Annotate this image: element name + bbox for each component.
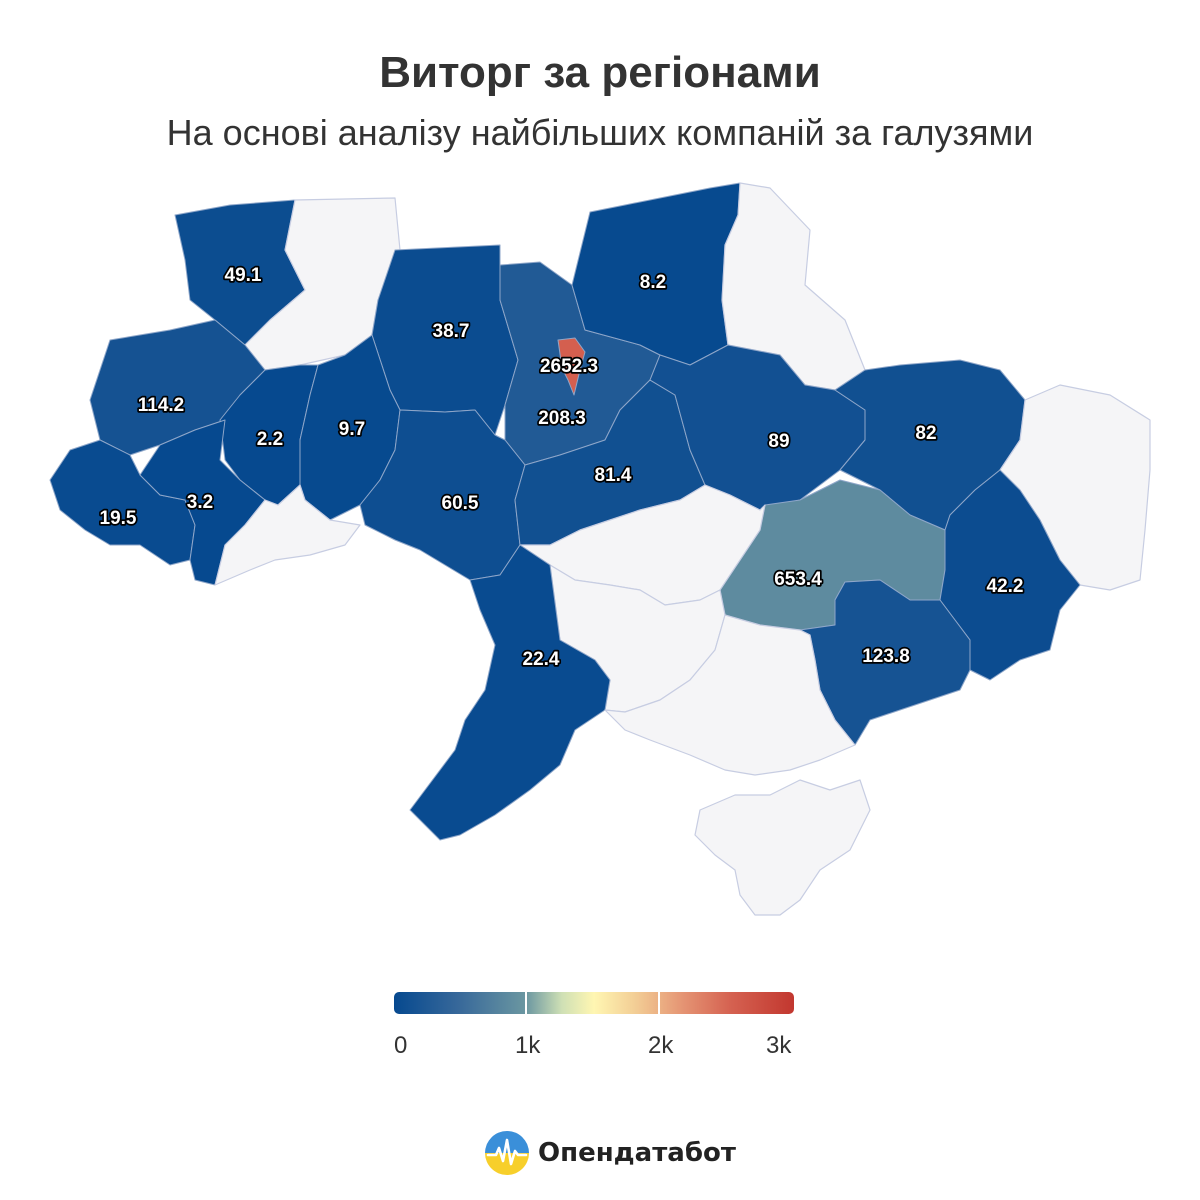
chart-title: Виторг за регіонами bbox=[379, 48, 821, 97]
value-label-zakarpattia: 19.5 bbox=[100, 508, 137, 529]
region-chernivtsi[interactable] bbox=[214, 484, 361, 586]
value-label-kyiv-oblast: 208.3 bbox=[538, 408, 586, 429]
value-label-lviv: 114.2 bbox=[138, 395, 185, 416]
legend-tick-2k: 2k bbox=[648, 1032, 674, 1059]
value-label-zhytomyr: 38.7 bbox=[433, 321, 470, 342]
value-label-ivano-frankivsk: 3.2 bbox=[187, 492, 213, 513]
legend-separator bbox=[658, 992, 660, 1014]
chart-subtitle: На основі аналізу найбільших компаній за… bbox=[166, 112, 1034, 153]
value-label-dnipropetrovsk: 653.4 bbox=[774, 569, 822, 590]
value-label-kharkiv: 82 bbox=[915, 423, 936, 444]
region-crimea[interactable] bbox=[694, 779, 871, 916]
legend-separator bbox=[525, 992, 527, 1014]
value-label-cherkasy: 81.4 bbox=[595, 465, 632, 486]
legend-gradient-bar bbox=[394, 992, 794, 1014]
color-legend: 0 1k 2k 3k bbox=[394, 992, 794, 1059]
value-label-poltava: 89 bbox=[768, 431, 789, 452]
regions-layer bbox=[49, 182, 1151, 916]
legend-tick-3k: 3k bbox=[766, 1032, 792, 1059]
value-label-khmelnytskyi: 9.7 bbox=[339, 419, 365, 440]
value-label-vinnytsia: 60.5 bbox=[442, 493, 479, 514]
brand-name: Опендатабот bbox=[538, 1138, 736, 1168]
value-label-ternopil: 2.2 bbox=[257, 429, 283, 450]
value-label-kyiv-city: 2652.3 bbox=[540, 356, 598, 377]
region-odesa[interactable] bbox=[409, 544, 611, 841]
value-label-chernihiv: 8.2 bbox=[640, 272, 666, 293]
brand-logo: Опендатабот bbox=[484, 1130, 736, 1176]
value-label-donetsk: 42.2 bbox=[987, 576, 1024, 597]
labels-layer: 49.1 38.7 208.3 2652.3 8.2 114.2 2.2 9.7 19.5 3.2… bbox=[98, 263, 1025, 671]
opendatabot-logo-icon bbox=[485, 1131, 529, 1175]
region-kherson[interactable] bbox=[604, 614, 856, 776]
value-label-odesa: 22.4 bbox=[523, 649, 560, 670]
legend-tick-0: 0 bbox=[394, 1032, 408, 1059]
value-label-volyn: 49.1 bbox=[225, 265, 262, 286]
region-kyiv-city[interactable] bbox=[557, 337, 586, 396]
legend-tick-1k: 1k bbox=[515, 1032, 541, 1059]
value-label-zaporizhzhia: 123.8 bbox=[862, 646, 910, 667]
